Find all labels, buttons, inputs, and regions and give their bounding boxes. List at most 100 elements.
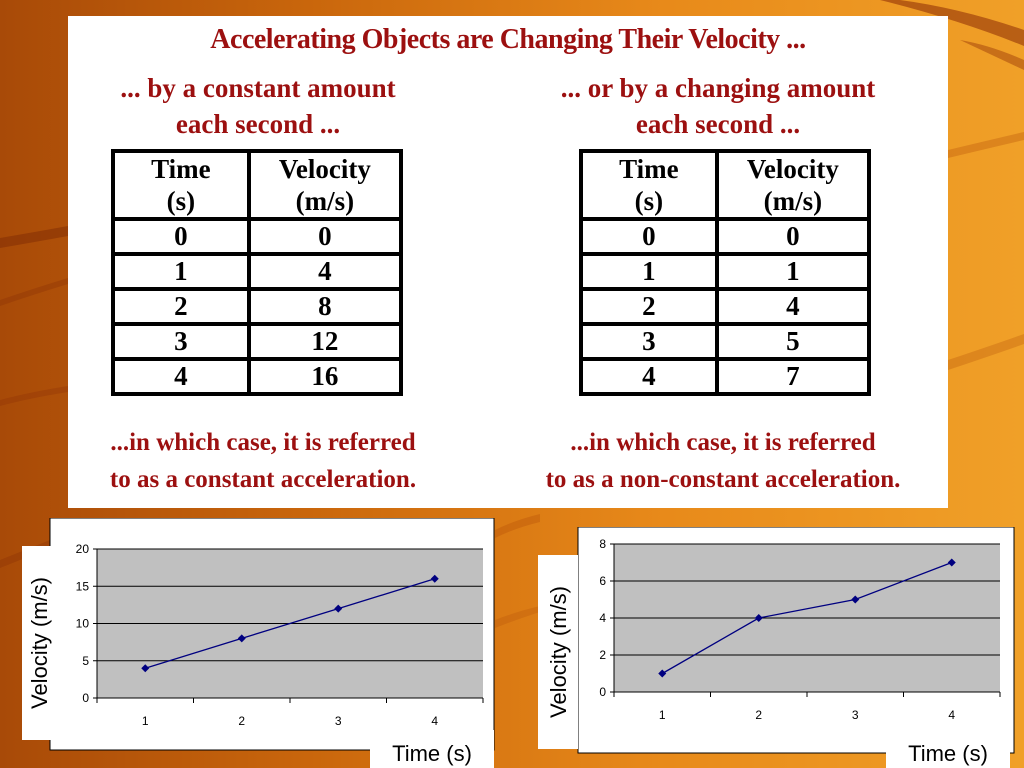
x-tick-label: 1 bbox=[659, 708, 666, 722]
y-tick-label: 0 bbox=[599, 685, 606, 699]
right-footer-line-2: to as a non-constant acceleration. bbox=[545, 466, 901, 493]
velocity-column-header: Velocity (m/s) bbox=[714, 149, 872, 221]
y-tick-label: 20 bbox=[76, 542, 90, 556]
y-tick-label: 5 bbox=[82, 654, 89, 668]
velocity-cell: 0 bbox=[714, 217, 872, 256]
y-axis-title: Velocity (m/s) bbox=[27, 577, 52, 709]
data-point bbox=[947, 558, 956, 567]
left-column-header: ... by a constant amount each second ... bbox=[88, 70, 428, 142]
time-cell: 1 bbox=[111, 252, 251, 291]
series-line bbox=[661, 561, 952, 675]
data-point bbox=[334, 604, 343, 613]
x-tick-label: 3 bbox=[335, 714, 342, 728]
left-footer-line-1: ...in which case, it is referred bbox=[110, 429, 416, 456]
velocity-cell: 12 bbox=[246, 322, 404, 361]
data-point bbox=[851, 595, 860, 604]
y-axis-title-box bbox=[22, 546, 56, 740]
y-tick-label: 15 bbox=[76, 579, 90, 593]
y-tick-label: 8 bbox=[599, 537, 606, 551]
velocity-cell: 1 bbox=[714, 252, 872, 291]
left-header-line-2: each second ... bbox=[175, 109, 341, 139]
non-constant-acceleration-chart: 0 2 4 6 8 1 2 3 4 Velocity (m/s) Time (s) bbox=[538, 526, 1018, 768]
y-tick-label: 6 bbox=[599, 574, 606, 588]
y-axis-title: Velocity (m/s) bbox=[546, 586, 571, 718]
velocity-cell: 16 bbox=[246, 357, 404, 396]
x-axis-title: Time (s) bbox=[392, 741, 472, 766]
time-cell: 3 bbox=[579, 322, 719, 361]
x-tick-label: 4 bbox=[431, 714, 438, 728]
y-tick-label: 4 bbox=[599, 611, 606, 625]
header-label: Velocity bbox=[746, 154, 839, 184]
y-tick-label: 0 bbox=[82, 691, 89, 705]
table-row: 4 16 bbox=[111, 357, 404, 396]
time-column-header: Time (s) bbox=[579, 149, 719, 221]
data-point bbox=[754, 614, 763, 622]
header-unit: (s) bbox=[634, 186, 664, 216]
right-column-header: ... or by a changing amount each second … bbox=[518, 70, 918, 142]
time-cell: 1 bbox=[579, 252, 719, 291]
right-header-line-1: ... or by a changing amount bbox=[560, 73, 876, 103]
time-cell: 2 bbox=[579, 287, 719, 326]
right-column-footer: ...in which case, it is referred to as a… bbox=[498, 424, 948, 498]
velocity-cell: 4 bbox=[246, 252, 404, 291]
x-tick-label: 2 bbox=[755, 708, 762, 722]
x-axis-title: Time (s) bbox=[908, 741, 988, 766]
left-footer-line-2: to as a constant acceleration. bbox=[109, 466, 417, 493]
time-cell: 0 bbox=[579, 217, 719, 256]
velocity-cell: 8 bbox=[246, 287, 404, 326]
x-tick-label: 2 bbox=[238, 714, 245, 728]
x-axis-title-box bbox=[370, 730, 494, 768]
left-column-footer: ...in which case, it is referred to as a… bbox=[68, 424, 458, 498]
time-cell: 3 bbox=[111, 322, 251, 361]
header-label: Time bbox=[151, 154, 211, 184]
series-line bbox=[145, 578, 435, 669]
header-unit: (s) bbox=[166, 186, 196, 216]
x-axis-title-box bbox=[886, 730, 1010, 768]
x-tick-label: 1 bbox=[142, 714, 149, 728]
velocity-column-header: Velocity (m/s) bbox=[246, 149, 404, 221]
table-header-row: Time (s) Velocity (m/s) bbox=[111, 149, 404, 221]
header-label: Time bbox=[619, 154, 679, 184]
data-point bbox=[658, 669, 667, 678]
velocity-cell: 5 bbox=[714, 322, 872, 361]
chart-svg: 0 2 4 6 8 1 2 3 4 Velocity (m/s) Time (s) bbox=[538, 526, 1015, 768]
y-axis-title-box bbox=[538, 555, 578, 749]
time-cell: 0 bbox=[111, 217, 251, 256]
velocity-cell: 7 bbox=[714, 357, 872, 396]
time-column-header: Time (s) bbox=[111, 149, 251, 221]
time-cell: 4 bbox=[579, 357, 719, 396]
constant-acceleration-chart: 0 5 10 15 20 1 2 3 4 Velocity (m/s) Time (s) bbox=[22, 517, 502, 768]
y-tick-label: 2 bbox=[599, 648, 606, 662]
time-cell: 4 bbox=[111, 357, 251, 396]
x-tick-label: 4 bbox=[948, 708, 955, 722]
data-point bbox=[430, 574, 439, 583]
time-cell: 2 bbox=[111, 287, 251, 326]
right-footer-line-1: ...in which case, it is referred bbox=[570, 429, 876, 456]
header-unit: (m/s) bbox=[295, 186, 355, 216]
velocity-cell: 0 bbox=[246, 217, 404, 256]
content-panel: Accelerating Objects are Changing Their … bbox=[68, 16, 948, 508]
right-header-line-2: each second ... bbox=[635, 109, 801, 139]
left-header-line-1: ... by a constant amount bbox=[120, 73, 396, 103]
data-point bbox=[141, 664, 150, 673]
y-tick-label: 10 bbox=[76, 617, 90, 631]
header-unit: (m/s) bbox=[763, 186, 823, 216]
slide-title: Accelerating Objects are Changing Their … bbox=[210, 24, 806, 55]
x-tick-label: 3 bbox=[852, 708, 859, 722]
table-row: 3 12 bbox=[111, 322, 404, 361]
table-header-row: Time (s) Velocity (m/s) bbox=[579, 149, 872, 221]
header-label: Velocity bbox=[278, 154, 371, 184]
velocity-cell: 4 bbox=[714, 287, 872, 326]
data-point bbox=[237, 634, 246, 643]
